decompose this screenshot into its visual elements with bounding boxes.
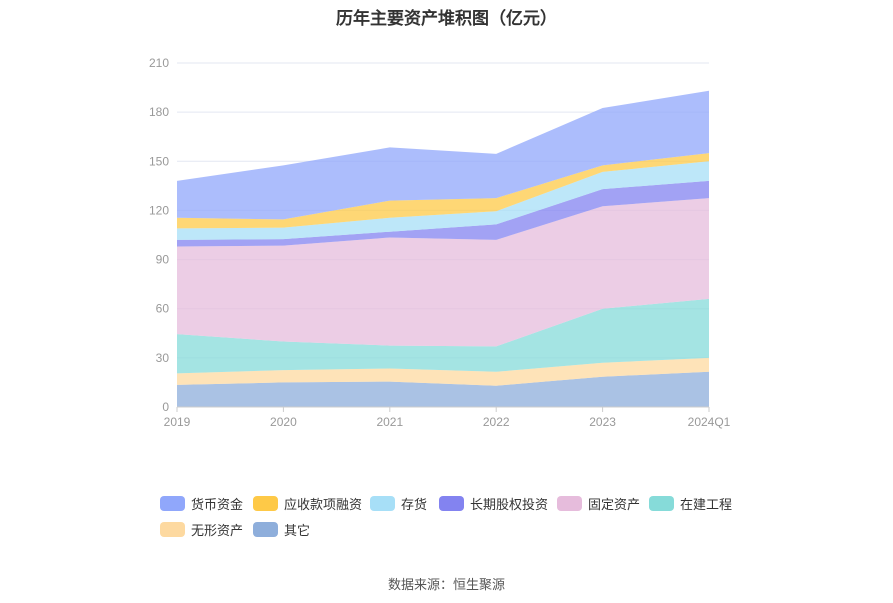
y-tick-label: 90 xyxy=(156,253,170,267)
legend-label: 固定资产 xyxy=(588,497,641,512)
x-tick-label: 2020 xyxy=(270,415,297,429)
x-tick-label: 2023 xyxy=(589,415,616,429)
area-series-其它 xyxy=(177,371,709,407)
area-series-固定资产 xyxy=(177,198,709,347)
y-tick-label: 180 xyxy=(149,105,169,119)
legend-swatch xyxy=(370,496,395,511)
x-tick-label: 2021 xyxy=(376,415,403,429)
legend-swatch xyxy=(253,522,278,537)
x-tick-label: 2019 xyxy=(164,415,191,429)
legend-item[interactable]: 无形资产 xyxy=(160,520,243,539)
y-tick-label: 30 xyxy=(156,351,170,365)
legend-item[interactable]: 在建工程 xyxy=(649,494,732,513)
area-series-在建工程 xyxy=(177,298,709,374)
area-series-长期股权投资 xyxy=(177,180,709,247)
legend-label: 长期股权投资 xyxy=(470,497,549,512)
y-tick-label: 60 xyxy=(156,302,170,316)
legend-swatch xyxy=(160,496,185,511)
legend-swatch xyxy=(253,496,278,511)
chart-title: 历年主要资产堆积图（亿元） xyxy=(336,9,557,28)
legend-label: 货币资金 xyxy=(191,497,244,512)
legend-label: 在建工程 xyxy=(680,497,733,512)
area-series-存货 xyxy=(177,161,709,240)
y-tick-label: 210 xyxy=(149,56,169,70)
legend-item[interactable]: 存货 xyxy=(370,494,427,513)
y-tick-label: 150 xyxy=(149,154,169,168)
source-note: 数据来源：恒生聚源 xyxy=(387,577,505,592)
y-tick-label: 0 xyxy=(162,400,169,414)
legend-label: 其它 xyxy=(284,523,311,538)
legend-label: 无形资产 xyxy=(191,523,244,538)
area-series-应收款项融资 xyxy=(177,153,709,229)
legend-swatch xyxy=(649,496,674,511)
legend-swatch xyxy=(557,496,582,511)
area-series-货币资金 xyxy=(177,90,709,220)
legend-label: 存货 xyxy=(401,497,428,512)
legend-item[interactable]: 固定资产 xyxy=(557,494,640,513)
x-tick-label: 2024Q1 xyxy=(688,415,731,429)
legend-item[interactable]: 应收款项融资 xyxy=(253,494,362,513)
legend-item[interactable]: 货币资金 xyxy=(160,494,243,513)
y-tick-label: 120 xyxy=(149,203,169,217)
area-series-无形资产 xyxy=(177,357,709,386)
legend-item[interactable]: 长期股权投资 xyxy=(439,494,548,513)
x-tick-label: 2022 xyxy=(483,415,510,429)
legend-item[interactable]: 其它 xyxy=(253,520,310,539)
legend-swatch xyxy=(160,522,185,537)
legend-swatch xyxy=(439,496,464,511)
legend-label: 应收款项融资 xyxy=(284,497,363,512)
